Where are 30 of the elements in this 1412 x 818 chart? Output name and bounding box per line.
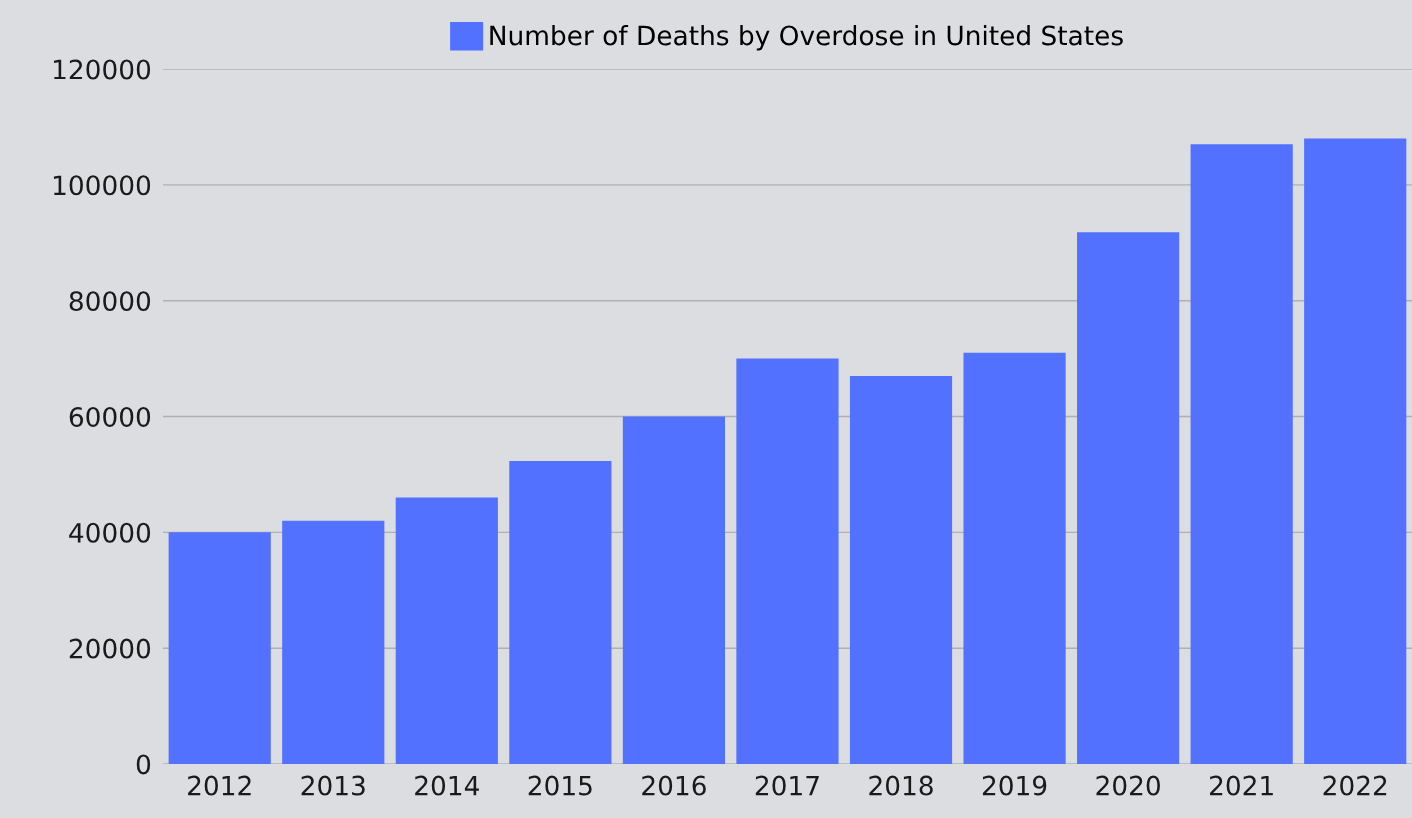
bar: [1077, 232, 1180, 765]
y-tick-label: 20000: [69, 638, 151, 659]
x-tick-label: 2020: [1096, 775, 1160, 796]
bar: [736, 358, 839, 765]
x-tick-label: 2022: [1323, 775, 1387, 796]
x-tick-label: 2013: [301, 775, 365, 796]
y-tick-label: 80000: [69, 291, 151, 312]
bar: [849, 375, 953, 765]
x-tick-label: 2012: [188, 775, 251, 796]
bar: [509, 461, 612, 765]
x-tick-label: 2017: [755, 775, 819, 796]
x-tick-label: 2018: [869, 775, 933, 796]
x-tick-label: 2016: [642, 775, 706, 796]
bar: [282, 520, 385, 765]
legend-label: Number of Deaths by Overdose in United States: [490, 25, 1123, 51]
bar: [963, 352, 1066, 765]
x-tick-label: 2014: [415, 775, 479, 796]
y-tick-label: 120000: [53, 59, 151, 80]
y-tick-label: 0: [136, 754, 151, 775]
bar: [395, 497, 498, 765]
bar: [622, 416, 726, 765]
bar: [1304, 138, 1407, 765]
x-tick-label: 2021: [1210, 775, 1273, 796]
x-tick-label: 2019: [982, 775, 1047, 796]
x-tick-label: 2015: [528, 775, 592, 796]
bar: [168, 532, 271, 765]
y-tick-label: 40000: [69, 522, 151, 543]
bar: [1190, 144, 1293, 765]
y-tick-label: 60000: [69, 406, 151, 427]
y-tick-label: 100000: [53, 175, 151, 196]
